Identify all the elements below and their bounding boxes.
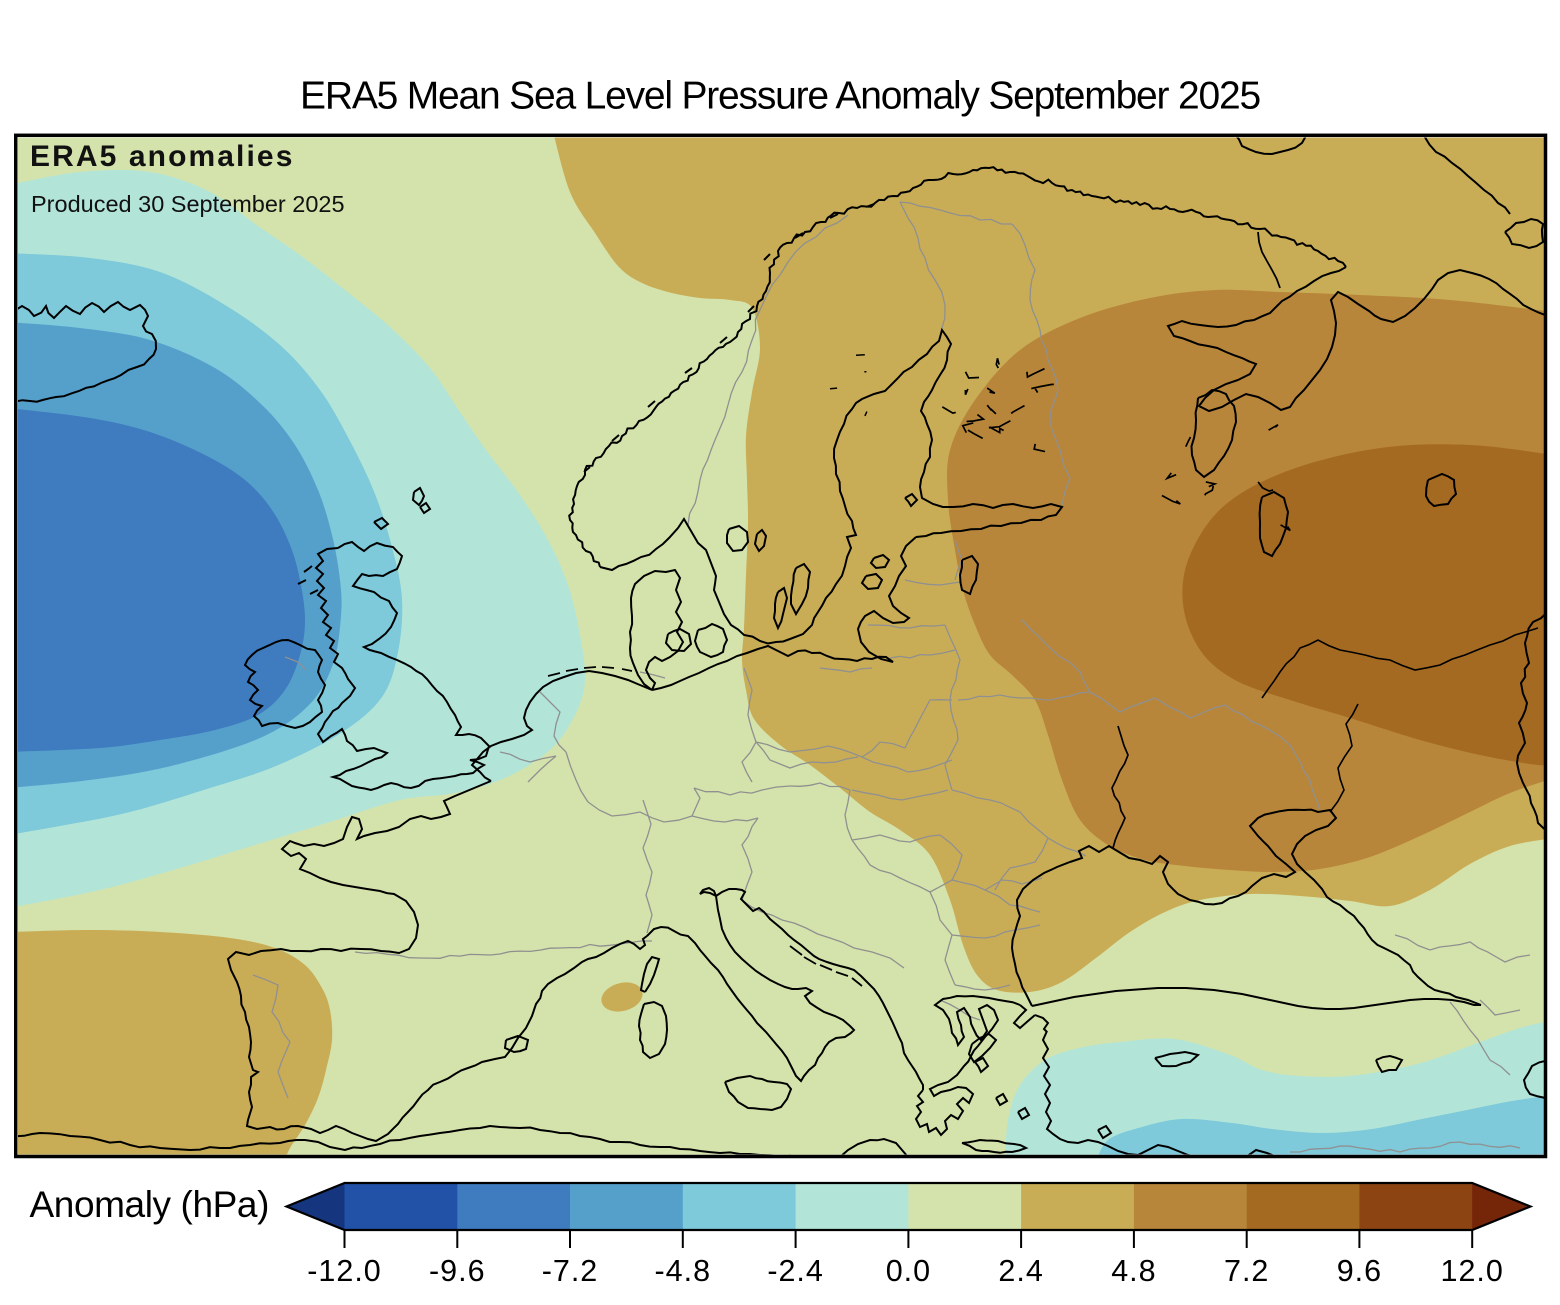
svg-text:ERA5 Mean Sea Level Pressure A: ERA5 Mean Sea Level Pressure Anomaly Sep… [300,75,1260,118]
svg-text:12.0: 12.0 [1441,1254,1504,1288]
svg-text:-2.4: -2.4 [767,1254,824,1288]
svg-text:0.0: 0.0 [886,1254,931,1288]
svg-text:ERA5 anomalies: ERA5 anomalies [30,140,295,173]
svg-text:2.4: 2.4 [998,1254,1043,1288]
svg-text:-12.0: -12.0 [307,1254,382,1288]
svg-text:Anomaly (hPa): Anomaly (hPa) [30,1184,270,1225]
svg-text:7.2: 7.2 [1224,1254,1269,1288]
svg-text:Produced 30 September 2025: Produced 30 September 2025 [31,191,345,217]
svg-text:-9.6: -9.6 [429,1254,486,1288]
svg-text:-4.8: -4.8 [655,1254,712,1288]
svg-text:-7.2: -7.2 [542,1254,599,1288]
svg-text:4.8: 4.8 [1111,1254,1156,1288]
svg-text:9.6: 9.6 [1337,1254,1382,1288]
